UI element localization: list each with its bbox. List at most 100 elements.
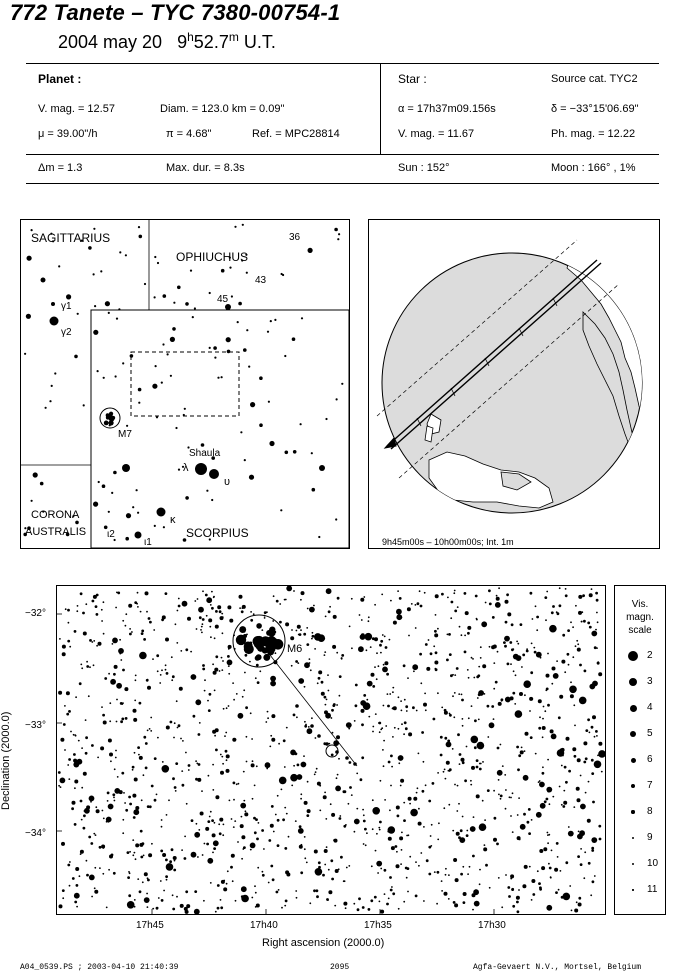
field-star — [256, 681, 260, 684]
field-star — [219, 616, 224, 621]
field-star — [93, 832, 96, 835]
finder-star — [335, 398, 338, 401]
field-star — [394, 845, 398, 848]
field-star — [514, 710, 523, 718]
finder-star — [66, 294, 72, 300]
field-star — [442, 770, 445, 773]
field-star — [300, 793, 303, 796]
field-star — [392, 691, 394, 694]
field-star — [539, 716, 541, 719]
field-star — [280, 788, 283, 791]
field-star — [487, 736, 490, 738]
field-star — [532, 893, 536, 896]
field-star — [356, 807, 359, 810]
field-star — [395, 864, 400, 869]
finder-star — [189, 269, 193, 272]
field-star — [139, 829, 143, 833]
field-star — [202, 664, 205, 667]
field-star — [320, 680, 324, 684]
field-star — [400, 863, 402, 865]
field-star — [406, 867, 410, 870]
field-star — [584, 851, 587, 854]
field-star — [109, 720, 112, 723]
field-star — [420, 852, 423, 854]
field-star — [92, 594, 97, 599]
field-star — [336, 651, 339, 654]
field-star — [529, 736, 533, 739]
field-star — [73, 823, 77, 826]
field-star — [143, 897, 150, 903]
field-star — [246, 814, 249, 816]
finder-star — [111, 491, 114, 494]
field-star — [473, 889, 479, 896]
field-star — [583, 619, 586, 623]
field-star — [403, 819, 406, 822]
field-star — [459, 837, 466, 843]
m7-star — [108, 412, 113, 417]
finder-star — [259, 423, 263, 427]
field-star — [316, 682, 319, 685]
field-star — [313, 889, 316, 893]
field-star — [190, 819, 194, 822]
field-star — [277, 889, 280, 891]
field-star — [483, 844, 486, 846]
field-star — [221, 612, 224, 615]
field-star — [129, 628, 131, 630]
field-star — [560, 803, 563, 806]
field-star — [354, 683, 358, 687]
planet-diameter: Diam. = 123.0 km = 0.09" — [160, 103, 285, 115]
field-star — [159, 674, 162, 676]
star-43-label: 43 — [255, 275, 267, 286]
finder-star — [250, 402, 256, 408]
field-star — [177, 604, 181, 608]
field-star — [253, 816, 256, 820]
field-star — [340, 657, 343, 660]
field-star — [84, 751, 88, 755]
field-star — [212, 840, 219, 847]
field-star — [563, 800, 568, 805]
field-star — [161, 765, 170, 773]
field-star — [165, 858, 168, 862]
field-star — [212, 851, 214, 854]
field-star — [202, 668, 205, 670]
finder-star — [54, 372, 57, 375]
scale-dot — [632, 889, 634, 891]
field-star — [79, 592, 83, 596]
field-star — [384, 646, 388, 649]
field-star — [336, 704, 338, 706]
finder-star — [248, 365, 251, 368]
field-star — [172, 777, 175, 781]
finder-bright-star — [209, 469, 219, 479]
ytick-32: −32° — [25, 608, 46, 619]
field-star — [296, 624, 301, 629]
field-star — [595, 598, 599, 602]
time-h-unit: h — [187, 30, 194, 44]
field-star — [389, 888, 393, 892]
field-star — [377, 665, 380, 668]
field-star — [472, 816, 475, 818]
finder-star — [103, 525, 108, 530]
field-star — [211, 819, 215, 822]
field-star — [388, 638, 391, 641]
field-star — [330, 753, 334, 757]
field-star — [316, 781, 321, 786]
field-star — [397, 907, 400, 910]
finder-star — [104, 301, 110, 307]
scale-magnitude-label: 5 — [647, 728, 653, 739]
field-star — [133, 809, 140, 816]
field-star — [99, 867, 101, 869]
field-star — [537, 781, 540, 783]
finder-star — [200, 443, 205, 447]
field-star — [59, 638, 61, 640]
field-star — [232, 781, 236, 785]
field-star — [250, 618, 254, 622]
field-star — [113, 796, 115, 799]
field-star — [214, 667, 219, 672]
field-star — [218, 670, 221, 672]
field-star — [77, 739, 80, 742]
field-star — [462, 901, 466, 904]
field-star — [113, 768, 116, 771]
field-star — [339, 815, 342, 817]
field-star — [313, 604, 315, 607]
field-star — [303, 848, 306, 851]
